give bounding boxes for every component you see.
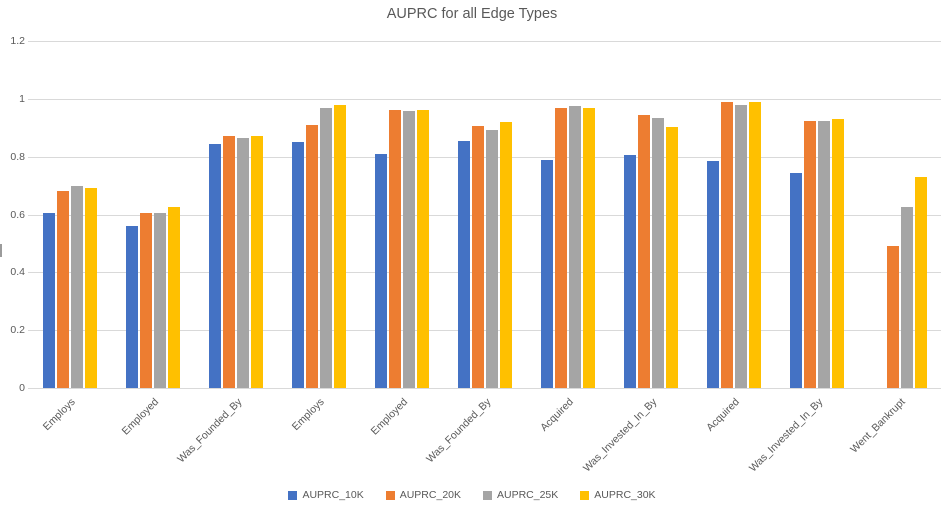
bar[interactable]	[471, 126, 484, 388]
bar[interactable]	[319, 107, 332, 388]
bar[interactable]	[416, 110, 429, 388]
bar[interactable]	[554, 107, 567, 388]
bar[interactable]	[374, 153, 387, 388]
x-axis-category-label: Employed	[368, 396, 410, 438]
chart-title: AUPRC for all Edge Types	[386, 6, 558, 22]
y-axis-tick-label: 0.8	[10, 150, 25, 163]
x-axis-category-label: Was_Founded_By	[174, 396, 244, 466]
y-axis-tick-label: 1.2	[10, 35, 25, 47]
x-axis-category-label: Was_Invested_In_By	[580, 396, 659, 475]
bar[interactable]	[208, 143, 221, 388]
bar[interactable]	[84, 187, 97, 388]
bar[interactable]	[305, 124, 318, 388]
bar[interactable]	[582, 107, 595, 388]
bar[interactable]	[651, 117, 664, 388]
y-axis-tick-label: 1	[19, 92, 25, 105]
legend-item[interactable]: AUPRC_10K	[288, 489, 364, 501]
bar[interactable]	[665, 127, 678, 388]
bar[interactable]	[139, 213, 152, 388]
bar[interactable]	[42, 213, 55, 388]
bar[interactable]	[900, 207, 913, 388]
bar[interactable]	[886, 246, 899, 388]
gridline	[28, 214, 941, 216]
legend-swatch	[483, 490, 492, 500]
bar[interactable]	[125, 226, 138, 388]
cropped-y-axis-title-fragment	[0, 244, 2, 257]
legend: AUPRC_10K AUPRC_20K AUPRC_25K AUPRC_30K	[0, 489, 944, 501]
bar[interactable]	[56, 191, 69, 388]
bar[interactable]	[914, 176, 927, 388]
bar[interactable]	[70, 185, 83, 388]
bar[interactable]	[831, 119, 844, 388]
x-axis-category-label: Employed	[119, 396, 161, 438]
bar[interactable]	[388, 110, 401, 388]
x-axis-category-label: Employs	[290, 396, 327, 433]
legend-label: AUPRC_30K	[594, 489, 656, 501]
legend-item[interactable]: AUPRC_30K	[580, 489, 656, 501]
gridline	[28, 41, 941, 42]
bar[interactable]	[540, 159, 553, 388]
legend-item[interactable]: AUPRC_25K	[483, 489, 558, 501]
bar[interactable]	[568, 106, 581, 388]
x-axis-category-label: Was_Founded_By	[423, 396, 493, 466]
legend-item[interactable]: AUPRC_20K	[385, 489, 461, 501]
bar[interactable]	[153, 213, 166, 388]
bar[interactable]	[817, 121, 830, 388]
legend-swatch	[385, 490, 395, 500]
bar[interactable]	[250, 136, 263, 388]
bar[interactable]	[623, 155, 636, 388]
bar[interactable]	[748, 102, 761, 388]
gridline	[28, 156, 941, 158]
bar[interactable]	[637, 114, 650, 388]
legend-swatch	[580, 490, 590, 500]
x-axis-category-label: Went_Bankrupt	[848, 396, 908, 456]
x-axis-category-label: Acquired	[538, 396, 576, 434]
y-axis-tick-label: 0	[19, 382, 25, 394]
bar[interactable]	[499, 121, 512, 388]
bar[interactable]	[236, 137, 249, 388]
y-axis-tick-label: 0.4	[10, 266, 25, 279]
legend-label: AUPRC_25K	[497, 489, 559, 501]
bar[interactable]	[291, 142, 304, 388]
bar[interactable]	[803, 120, 816, 388]
legend-label: AUPRC_10K	[302, 489, 364, 501]
legend-swatch	[288, 490, 298, 500]
bar[interactable]	[457, 140, 470, 388]
bar[interactable]	[706, 161, 719, 388]
bar[interactable]	[789, 172, 802, 388]
bar[interactable]	[402, 110, 415, 388]
x-axis-category-label: Employs	[41, 396, 78, 433]
bar[interactable]	[720, 101, 733, 388]
legend-label: AUPRC_20K	[399, 489, 461, 501]
y-axis-tick-label: 0.6	[10, 208, 25, 221]
gridline	[28, 272, 941, 274]
y-axis-tick-label: 0.2	[10, 324, 25, 337]
bar[interactable]	[333, 105, 346, 388]
bar[interactable]	[222, 136, 235, 388]
bar[interactable]	[734, 104, 747, 388]
gridline	[28, 98, 941, 100]
bar[interactable]	[167, 207, 180, 388]
bar[interactable]	[485, 129, 498, 388]
gridline	[28, 388, 941, 389]
x-axis-category-label: Was_Invested_In_By	[746, 396, 825, 475]
x-axis-category-label: Acquired	[704, 396, 742, 434]
gridline	[28, 330, 941, 332]
